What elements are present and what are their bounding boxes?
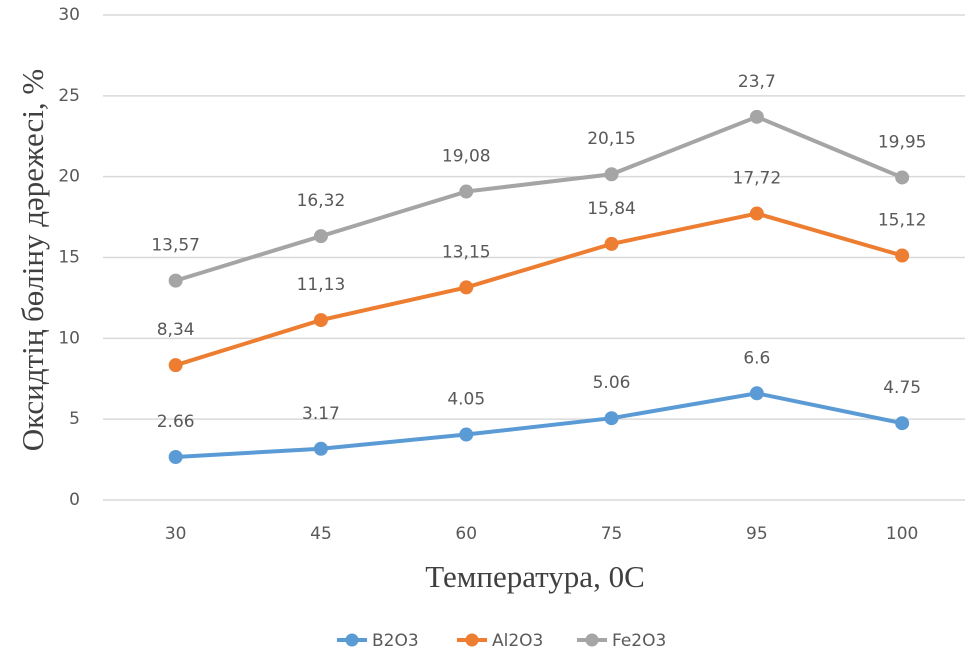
x-tick-label: 60 xyxy=(455,524,477,544)
series-line xyxy=(175,114,903,283)
point xyxy=(459,427,474,442)
data-label: 6.6 xyxy=(743,348,770,368)
point xyxy=(749,109,764,124)
x-tick-label: 100 xyxy=(886,524,918,544)
data-label: 23,7 xyxy=(738,72,776,92)
point xyxy=(313,229,328,244)
series-line xyxy=(175,391,903,459)
data-label: 11,13 xyxy=(297,275,346,295)
point xyxy=(895,416,910,431)
y-tick-label: 30 xyxy=(58,5,80,25)
x-tick-label: 45 xyxy=(310,524,332,544)
data-label: 19,95 xyxy=(878,132,927,152)
y-tick-label: 15 xyxy=(58,248,80,268)
y-tick-label: 0 xyxy=(69,490,80,510)
data-label: 17,72 xyxy=(733,169,782,189)
point xyxy=(895,170,910,185)
point xyxy=(749,206,764,221)
point xyxy=(749,386,764,401)
data-label: 13,57 xyxy=(151,236,200,256)
legend-label: Al2O3 xyxy=(492,631,543,651)
legend-label: B2O3 xyxy=(372,631,419,651)
legend-marker xyxy=(345,633,359,647)
point xyxy=(604,236,619,251)
point xyxy=(168,449,183,464)
legend-marker xyxy=(585,633,599,647)
y-tick-label: 10 xyxy=(58,328,80,348)
point xyxy=(459,184,474,199)
data-label: 8,34 xyxy=(157,320,195,340)
point xyxy=(168,358,183,373)
point xyxy=(313,441,328,456)
y-tick-label: 20 xyxy=(58,167,80,187)
x-axis-title: Температура, 0С xyxy=(425,559,645,594)
data-label: 15,84 xyxy=(587,199,636,219)
data-label: 5.06 xyxy=(593,373,631,393)
series-line xyxy=(175,211,903,368)
point xyxy=(168,273,183,288)
data-label: 15,12 xyxy=(878,211,927,231)
point xyxy=(604,411,619,426)
point xyxy=(604,167,619,182)
y-tick-label: 5 xyxy=(69,409,80,429)
x-tick-label: 95 xyxy=(746,524,768,544)
data-label: 20,15 xyxy=(587,129,636,149)
data-label: 4.05 xyxy=(447,390,485,410)
point xyxy=(459,280,474,295)
legend-marker xyxy=(465,633,479,647)
y-axis-title: Оксидтің бөлiну дәрежесi, % xyxy=(15,69,50,452)
point xyxy=(895,248,910,263)
legend-label: Fe2O3 xyxy=(612,631,666,651)
data-label: 16,32 xyxy=(297,191,346,211)
data-label: 3.17 xyxy=(302,404,340,424)
x-tick-label: 30 xyxy=(165,524,187,544)
data-label: 2.66 xyxy=(157,412,195,432)
data-label: 19,08 xyxy=(442,147,491,167)
x-tick-label: 75 xyxy=(601,524,623,544)
data-label: 4.75 xyxy=(883,378,921,398)
data-label: 13,15 xyxy=(442,242,491,262)
y-tick-label: 25 xyxy=(58,86,80,106)
point xyxy=(313,313,328,328)
